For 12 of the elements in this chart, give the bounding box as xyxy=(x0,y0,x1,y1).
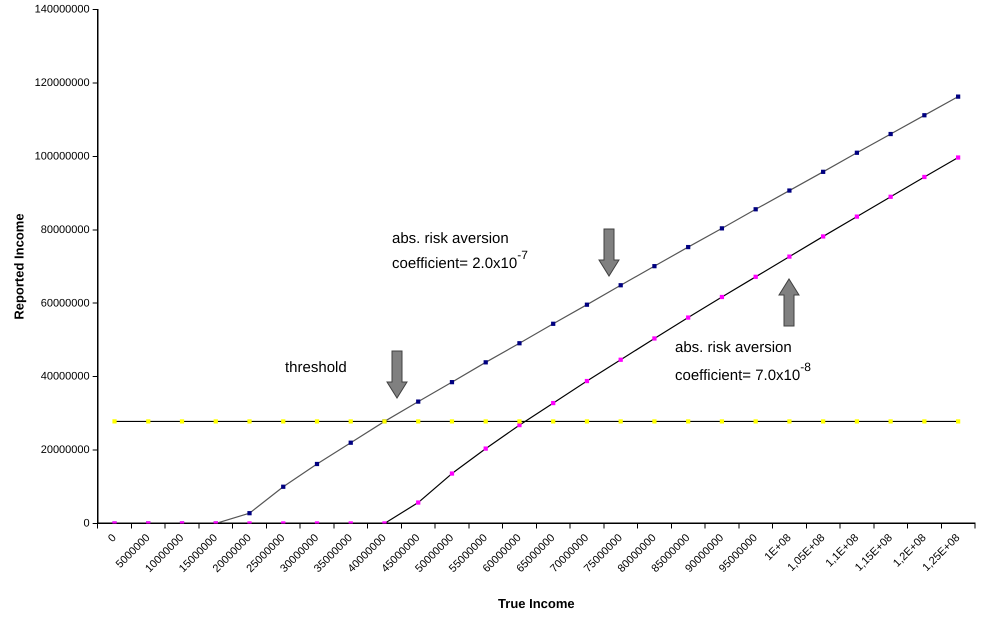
y-tick-label: 80000000 xyxy=(40,224,90,236)
y-tick-label: 100000000 xyxy=(34,150,90,162)
y-tick-label: 60000000 xyxy=(40,297,90,310)
y-tick-label: 140000000 xyxy=(34,4,90,16)
y-tick-label: 20000000 xyxy=(40,444,90,456)
x-axis-title: True Income xyxy=(498,596,575,611)
y-axis-title: Reported Income xyxy=(11,213,26,320)
y-tick-label: 120000000 xyxy=(34,77,90,90)
annotation: threshold xyxy=(285,359,347,376)
y-tick-label: 0 xyxy=(84,517,90,530)
x-tick-label: 0 xyxy=(106,532,119,545)
y-tick-label: 40000000 xyxy=(40,370,90,383)
